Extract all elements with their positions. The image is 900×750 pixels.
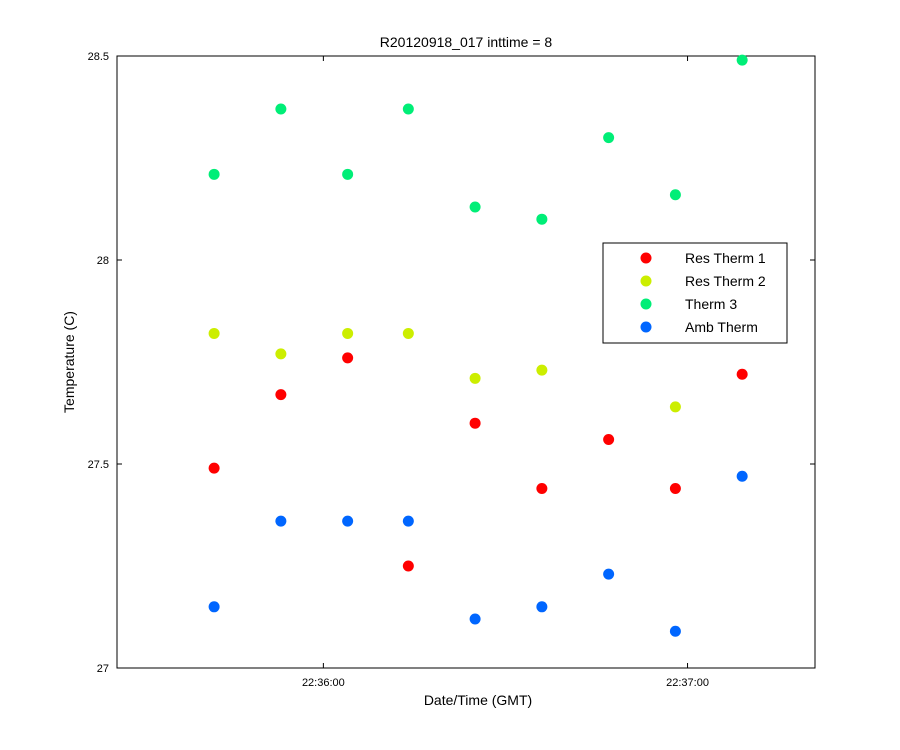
chart-title: R20120918_017 inttime = 8 (380, 34, 553, 50)
legend-box (602, 242, 788, 344)
data-point (603, 568, 615, 580)
legend-label: Amb Therm (685, 319, 758, 335)
x-tick-label: 22:36:00 (302, 677, 345, 689)
series (208, 470, 748, 637)
axis-ticks: 27 27.5 28 28.5 22:36:00 22:37:00 (88, 51, 815, 689)
data-point (342, 352, 354, 364)
y-tick-label: 28.5 (88, 51, 109, 63)
data-point (402, 560, 414, 572)
data-point (208, 462, 220, 474)
data-point (669, 625, 681, 637)
data-point (402, 103, 414, 115)
series (208, 352, 748, 572)
data-point (342, 327, 354, 339)
data-point (275, 515, 287, 527)
data-point (342, 168, 354, 180)
data-point (736, 54, 748, 66)
legend-marker (640, 252, 652, 264)
data-point (469, 372, 481, 384)
data-point (536, 601, 548, 613)
legend-label: Therm 3 (685, 296, 737, 312)
data-point (402, 515, 414, 527)
plot-area (116, 55, 816, 669)
y-tick-label: 27.5 (88, 459, 109, 471)
data-point (275, 389, 287, 401)
data-point (603, 132, 615, 144)
y-tick-label: 27 (97, 663, 109, 675)
data-point (208, 327, 220, 339)
legend-label: Res Therm 1 (685, 250, 766, 266)
series (208, 54, 748, 225)
data-point (342, 515, 354, 527)
data-point (469, 417, 481, 429)
data-point (669, 401, 681, 413)
data-point (536, 364, 548, 376)
y-tick-label: 28 (97, 255, 109, 267)
data-point (669, 189, 681, 201)
data-point (208, 601, 220, 613)
data-point (736, 368, 748, 380)
data-point (536, 482, 548, 494)
data-point (208, 168, 220, 180)
data-point (603, 434, 615, 446)
data-point (669, 482, 681, 494)
data-point (275, 348, 287, 360)
x-axis-title: Date/Time (GMT) (424, 692, 532, 708)
legend-marker (640, 298, 652, 310)
data-point (469, 201, 481, 213)
legend-marker (640, 321, 652, 333)
x-tick-label: 22:37:00 (666, 677, 709, 689)
data-point (402, 327, 414, 339)
data-point (536, 213, 548, 225)
data-point (469, 613, 481, 625)
legend-label: Res Therm 2 (685, 273, 766, 289)
data-points (208, 54, 748, 637)
y-axis-title: Temperature (C) (61, 311, 77, 413)
legend: Res Therm 1 Res Therm 2 Therm 3 Amb Therm (602, 242, 788, 344)
data-point (736, 470, 748, 482)
data-point (275, 103, 287, 115)
legend-marker (640, 275, 652, 287)
